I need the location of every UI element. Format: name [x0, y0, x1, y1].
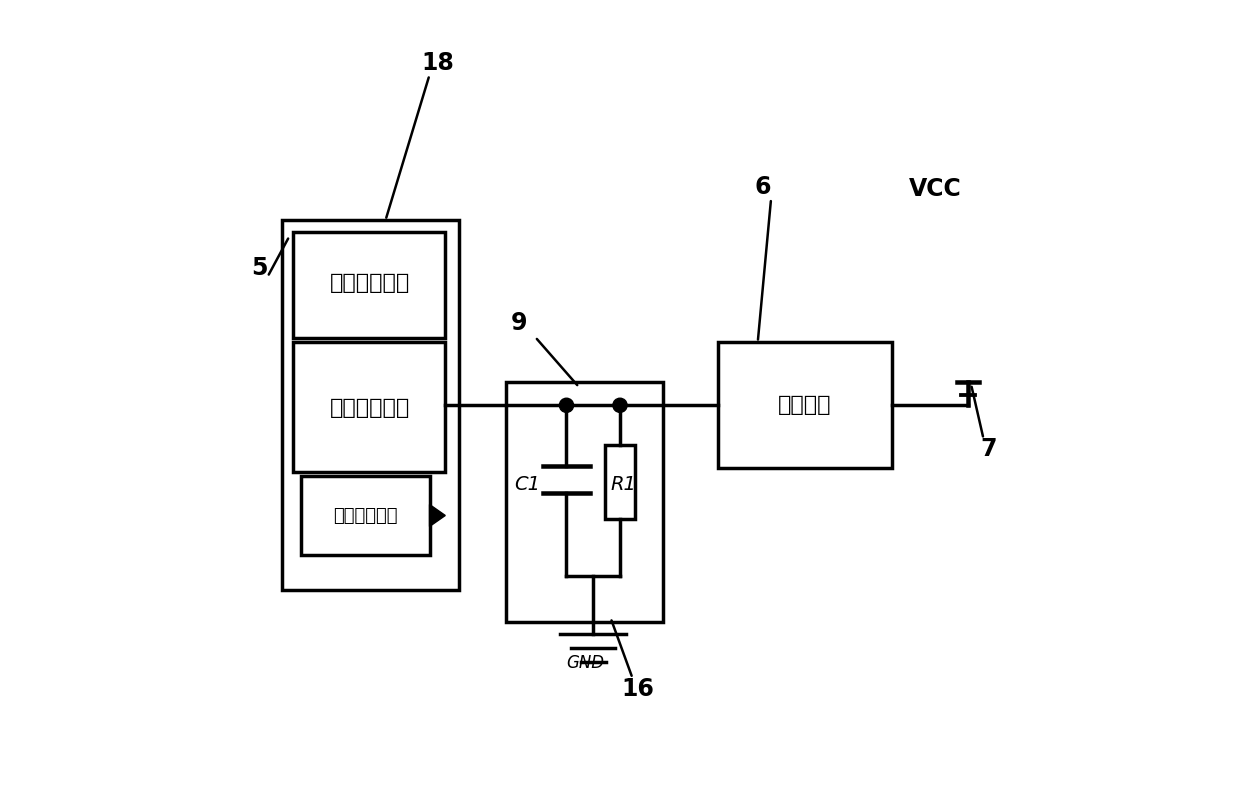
Text: 输入输出接口: 输入输出接口 — [332, 508, 397, 525]
Circle shape — [559, 398, 574, 412]
Text: 18: 18 — [420, 51, 454, 75]
Text: 9: 9 — [511, 311, 527, 334]
Text: C1: C1 — [515, 475, 541, 493]
FancyBboxPatch shape — [294, 232, 445, 338]
FancyBboxPatch shape — [605, 445, 635, 519]
FancyBboxPatch shape — [281, 220, 459, 590]
FancyBboxPatch shape — [294, 342, 445, 472]
Text: 第一检测单元: 第一检测单元 — [330, 397, 410, 418]
FancyBboxPatch shape — [506, 382, 663, 622]
Text: VCC: VCC — [909, 177, 961, 201]
Text: 6: 6 — [755, 176, 771, 199]
Text: 7: 7 — [980, 437, 997, 460]
Polygon shape — [429, 504, 445, 527]
Text: 滚珠开关: 滚珠开关 — [779, 395, 832, 416]
Text: GND: GND — [567, 654, 604, 671]
FancyBboxPatch shape — [301, 476, 429, 555]
Text: 第二控制单元: 第二控制单元 — [330, 273, 410, 294]
Circle shape — [613, 398, 627, 412]
Text: 16: 16 — [621, 677, 653, 700]
Text: R1: R1 — [610, 475, 636, 493]
FancyBboxPatch shape — [718, 342, 892, 468]
Text: 5: 5 — [252, 256, 268, 279]
